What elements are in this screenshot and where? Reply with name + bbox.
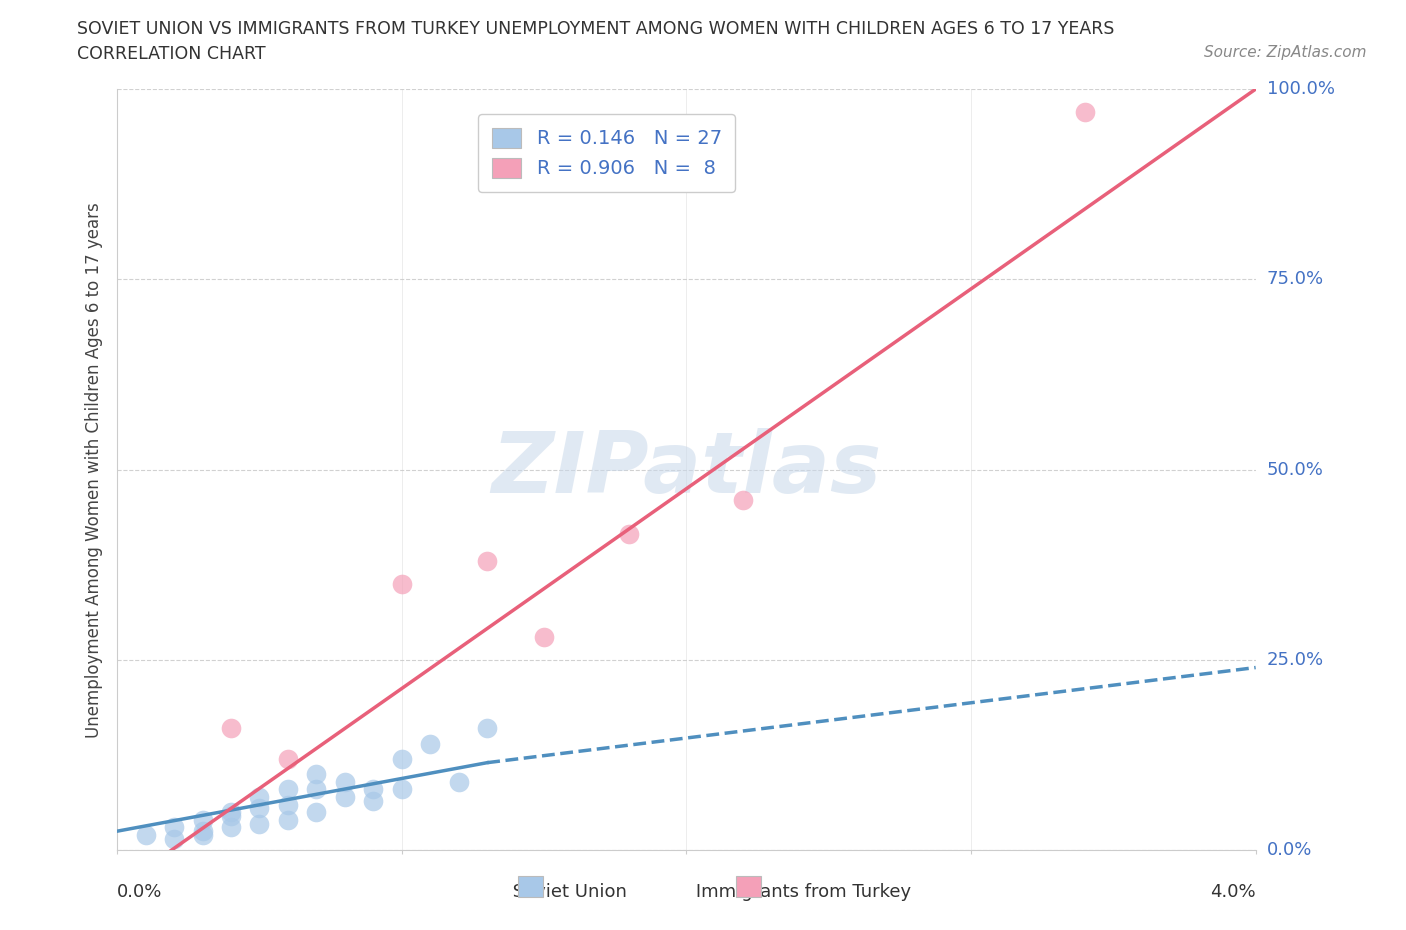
Legend: R = 0.146   N = 27, R = 0.906   N =  8: R = 0.146 N = 27, R = 0.906 N = 8 <box>478 114 735 192</box>
Point <box>305 766 328 781</box>
Point <box>391 782 413 797</box>
Text: 25.0%: 25.0% <box>1267 651 1324 669</box>
Point <box>163 820 186 835</box>
Point <box>333 775 356 790</box>
Text: 4.0%: 4.0% <box>1211 883 1256 901</box>
Point <box>363 782 385 797</box>
Point <box>391 577 413 591</box>
Text: CORRELATION CHART: CORRELATION CHART <box>77 45 266 62</box>
Point <box>191 812 214 827</box>
Point <box>219 820 242 835</box>
Point <box>419 737 441 751</box>
Point <box>533 630 555 644</box>
Point <box>277 782 299 797</box>
Point <box>305 804 328 819</box>
Point <box>305 782 328 797</box>
Text: 50.0%: 50.0% <box>1267 460 1323 479</box>
Point <box>277 812 299 827</box>
Point <box>249 790 271 804</box>
Point <box>191 824 214 839</box>
Point <box>249 817 271 831</box>
Point <box>219 721 242 736</box>
Point <box>477 553 499 568</box>
Text: 0.0%: 0.0% <box>1267 842 1312 859</box>
Point <box>447 775 470 790</box>
Point <box>219 804 242 819</box>
Point <box>733 493 755 508</box>
Text: Soviet Union            Immigrants from Turkey: Soviet Union Immigrants from Turkey <box>461 883 911 901</box>
Point <box>363 793 385 808</box>
Point <box>163 831 186 846</box>
Point <box>1074 104 1097 119</box>
Point <box>477 721 499 736</box>
Text: SOVIET UNION VS IMMIGRANTS FROM TURKEY UNEMPLOYMENT AMONG WOMEN WITH CHILDREN AG: SOVIET UNION VS IMMIGRANTS FROM TURKEY U… <box>77 20 1115 38</box>
Point <box>249 801 271 816</box>
Point <box>277 751 299 766</box>
Text: 0.0%: 0.0% <box>117 883 163 901</box>
Text: 75.0%: 75.0% <box>1267 271 1324 288</box>
Point <box>277 797 299 812</box>
Point <box>191 828 214 843</box>
Y-axis label: Unemployment Among Women with Children Ages 6 to 17 years: Unemployment Among Women with Children A… <box>86 202 103 737</box>
Point <box>333 790 356 804</box>
Point <box>619 527 641 542</box>
Text: ZIPatlas: ZIPatlas <box>491 428 882 512</box>
Text: 100.0%: 100.0% <box>1267 80 1334 98</box>
Point <box>219 808 242 823</box>
Text: Source: ZipAtlas.com: Source: ZipAtlas.com <box>1204 45 1367 60</box>
Point <box>135 828 157 843</box>
Point <box>391 751 413 766</box>
